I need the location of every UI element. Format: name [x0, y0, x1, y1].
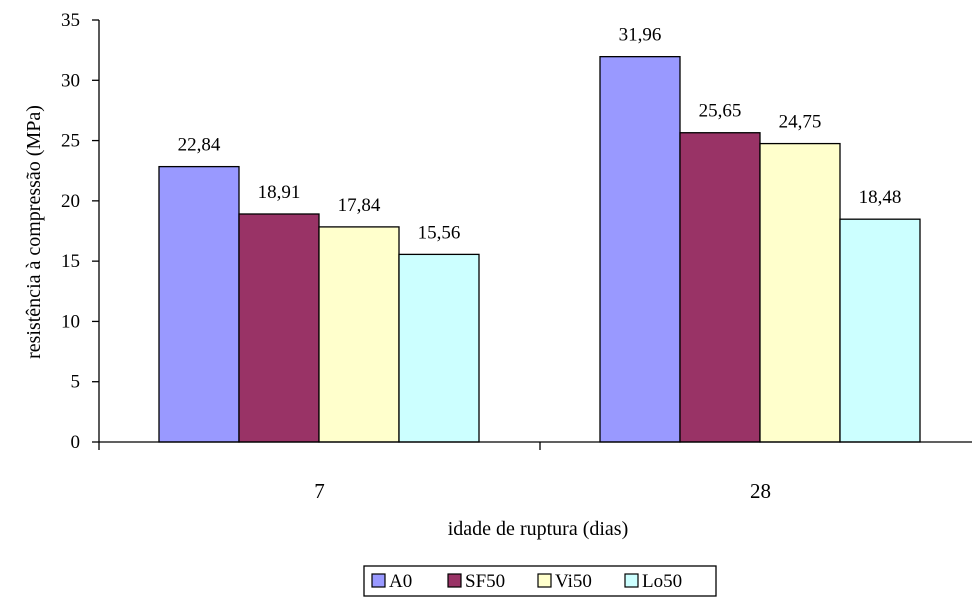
data-label-vi50-28: 24,75	[779, 112, 822, 133]
x-tick-label-28: 28	[750, 479, 771, 503]
bar-vi50-28	[759, 142, 841, 443]
legend-swatch-sf50	[447, 573, 462, 588]
bar-sf50-28	[679, 132, 761, 443]
legend: A0 SF50 Vi50 Lo50	[363, 565, 717, 597]
data-label-lo50-7: 15,56	[418, 222, 461, 243]
data-labels-group: 22,84 18,91 17,84 15,56 31,96 25,65 24,75 18,48	[178, 25, 902, 244]
data-label-vi50-7: 17,84	[338, 195, 381, 216]
x-axis-title: idade de ruptura (dias)	[448, 518, 628, 540]
y-tick-label-0: 0	[71, 432, 81, 453]
y-tick-label-15: 15	[61, 251, 80, 272]
bar-vi50-7	[318, 226, 400, 443]
y-tick-label-30: 30	[61, 70, 80, 91]
bar-lo50-7	[398, 253, 480, 443]
bars-group	[158, 56, 921, 443]
bar-sf50-7	[238, 213, 320, 443]
legend-swatch-lo50	[624, 573, 639, 588]
y-axis-title: resistência à compressão (MPa)	[23, 105, 45, 359]
legend-label-a0: A0	[389, 571, 412, 592]
data-label-sf50-7: 18,91	[258, 182, 301, 203]
bar-lo50-28	[839, 218, 921, 443]
data-label-sf50-28: 25,65	[699, 101, 742, 122]
bar-a0-7	[158, 165, 240, 443]
data-label-lo50-28: 18,48	[859, 187, 902, 208]
y-tick-label-35: 35	[61, 10, 80, 31]
data-label-a0-7: 22,84	[178, 135, 221, 156]
data-label-a0-28: 31,96	[619, 25, 662, 46]
legend-swatch-a0	[371, 573, 386, 588]
y-tick-label-10: 10	[61, 311, 80, 332]
y-tick-label-25: 25	[61, 131, 80, 152]
bar-a0-28	[599, 56, 681, 443]
legend-label-lo50: Lo50	[642, 571, 682, 592]
legend-swatch-vi50	[537, 573, 552, 588]
axes-group: 0 5 10 15 20 25 30 35 7 28	[61, 10, 972, 503]
y-tick-label-20: 20	[61, 191, 80, 212]
y-tick-label-5: 5	[71, 372, 81, 393]
legend-label-vi50: Vi50	[555, 571, 592, 592]
legend-label-sf50: SF50	[465, 571, 505, 592]
legend-box	[363, 565, 717, 597]
x-tick-label-7: 7	[314, 479, 325, 503]
